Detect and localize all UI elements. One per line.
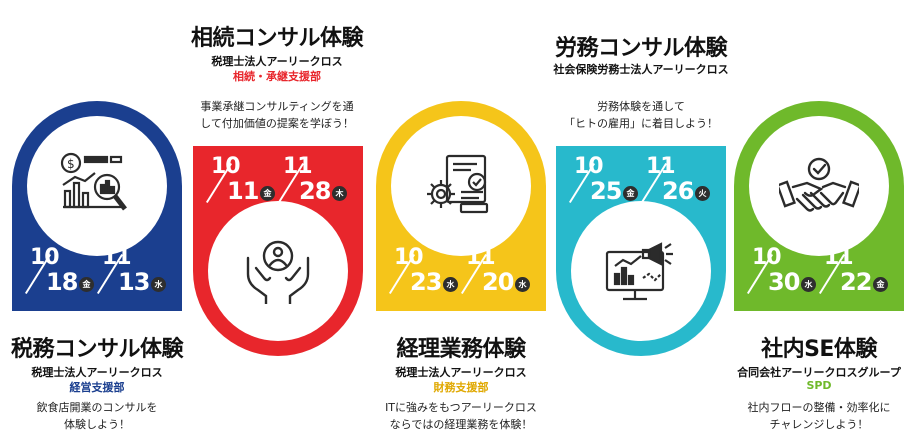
date-month: 11 (646, 154, 676, 179)
card-labor-consulting: 労務コンサル体験 社会保険労務士法人アーリークロス 労務体験を通して 「ヒトの雇… (544, 0, 734, 446)
date-month: 10 (394, 245, 424, 270)
department-label: 財務支援部 (433, 381, 489, 394)
card-title: 税務コンサル体験 (10, 337, 184, 362)
department-label: SPD (806, 379, 832, 392)
icon-circle (391, 116, 531, 256)
firm-name: 社会保険労務士法人アーリークロス (553, 63, 729, 76)
firm-name: 合同会社アーリークロスグループ (737, 366, 901, 379)
date-day: 30 (768, 268, 800, 296)
description-line: チャレンジしよう！ (769, 418, 869, 431)
card-description: 飲食店開業のコンサルを 体験しよう！ (0, 399, 194, 433)
weekday-badge: 水 (515, 277, 530, 292)
card-description: 社内フローの整備・効率化に チャレンジしよう！ (722, 399, 916, 433)
date-day: 18 (46, 268, 78, 296)
weekday-badge: 金 (260, 186, 275, 201)
date-day: 13 (118, 268, 150, 296)
date-day: 22 (840, 268, 872, 296)
date-second: 11 28 木 (277, 154, 353, 210)
firm-name: 税理士法人アーリークロス (31, 366, 163, 379)
card-description: ITに強みをもつアーリークロス ならではの経理業務を体験！ (364, 399, 558, 433)
description-line: ITに強みをもつアーリークロス (385, 401, 537, 414)
card-shape: 10 11 金 11 28 木 (193, 146, 363, 356)
card-shape: $ 10 18 金 11 13 水 (12, 101, 182, 311)
date-second: 11 20 水 (460, 245, 536, 301)
firm-name: 税理士法人アーリークロス (395, 366, 527, 379)
date-range: 10 30 水 11 22 金 (746, 245, 900, 301)
date-second: 11 26 火 (640, 154, 716, 210)
description-line: 飲食店開業のコンサルを (36, 401, 158, 414)
description-line: 社内フローの整備・効率化に (747, 401, 891, 414)
date-month: 11 (102, 245, 132, 270)
date-first: 10 30 水 (746, 245, 822, 301)
svg-text:$: $ (67, 157, 75, 171)
weekday-badge: 水 (151, 277, 166, 292)
people-in-hands-icon (242, 238, 314, 304)
description-line: して付加価値の提案を学ぼう！ (200, 117, 354, 130)
card-shape: 10 30 水 11 22 金 (734, 101, 904, 311)
date-day: 11 (227, 177, 259, 205)
weekday-badge: 金 (623, 186, 638, 201)
department-label: 経営支援部 (69, 381, 125, 394)
date-range: 10 18 金 11 13 水 (24, 245, 178, 301)
card-title: 経理業務体験 (396, 337, 526, 362)
date-first: 10 11 金 (205, 154, 281, 210)
card-in-house-se: 10 30 水 11 22 金 社内SE体験 合同会社アーリークロスグループ S… (722, 0, 916, 446)
handshake-icon (779, 153, 859, 219)
firm-name: 税理士法人アーリークロス (211, 55, 343, 68)
date-day: 25 (590, 177, 622, 205)
card-description: 労務体験を通して 「ヒトの雇用」に着目しよう！ (544, 98, 738, 132)
card-shape: 10 23 水 11 20 水 (376, 101, 546, 311)
date-month: 10 (30, 245, 60, 270)
gear-document-icon (421, 152, 501, 220)
date-month: 11 (466, 245, 496, 270)
weekday-badge: 金 (873, 277, 888, 292)
description-line: ならではの経理業務を体験！ (389, 418, 533, 431)
financial-analysis-icon: $ (55, 151, 139, 221)
icon-circle (208, 201, 348, 341)
date-month: 11 (824, 245, 854, 270)
description-line: 「ヒトの雇用」に着目しよう！ (564, 117, 718, 130)
description-line: 事業承継コンサルティングを通 (200, 100, 354, 113)
date-range: 10 23 水 11 20 水 (388, 245, 542, 301)
date-first: 10 18 金 (24, 245, 100, 301)
weekday-badge: 水 (801, 277, 816, 292)
card-title: 相続コンサル体験 (190, 26, 364, 51)
date-day: 20 (482, 268, 514, 296)
monitor-megaphone-icon (601, 238, 681, 304)
date-day: 26 (662, 177, 694, 205)
icon-circle (749, 116, 889, 256)
date-first: 10 23 水 (388, 245, 464, 301)
weekday-badge: 火 (695, 186, 710, 201)
date-day: 23 (410, 268, 442, 296)
date-month: 11 (283, 154, 313, 179)
card-title: 社内SE体験 (761, 337, 877, 362)
card-title: 労務コンサル体験 (554, 36, 728, 61)
date-second: 11 22 金 (818, 245, 894, 301)
date-range: 10 11 金 11 28 木 (205, 154, 359, 210)
weekday-badge: 金 (79, 277, 94, 292)
card-accounting: 10 23 水 11 20 水 経理業務体験 税理士法人アーリークロス 財務支援… (364, 0, 554, 446)
icon-circle: $ (27, 116, 167, 256)
date-day: 28 (299, 177, 331, 205)
date-second: 11 13 水 (96, 245, 172, 301)
card-tax-consulting: $ 10 18 金 11 13 水 税務コン (0, 0, 190, 446)
date-range: 10 25 金 11 26 火 (568, 154, 722, 210)
date-month: 10 (574, 154, 604, 179)
date-month: 10 (211, 154, 241, 179)
description-line: 労務体験を通して (597, 100, 685, 113)
description-line: 体験しよう！ (64, 418, 130, 431)
card-shape: 10 25 金 11 26 火 (556, 146, 726, 356)
date-month: 10 (752, 245, 782, 270)
date-first: 10 25 金 (568, 154, 644, 210)
card-description: 事業承継コンサルティングを通 して付加価値の提案を学ぼう！ (180, 98, 374, 132)
weekday-badge: 水 (443, 277, 458, 292)
weekday-badge: 木 (332, 186, 347, 201)
icon-circle (571, 201, 711, 341)
department-label: 相続・承継支援部 (233, 70, 321, 83)
card-inheritance-consulting: 相続コンサル体験 税理士法人アーリークロス 相続・承継支援部 事業承継コンサルテ… (180, 0, 370, 446)
